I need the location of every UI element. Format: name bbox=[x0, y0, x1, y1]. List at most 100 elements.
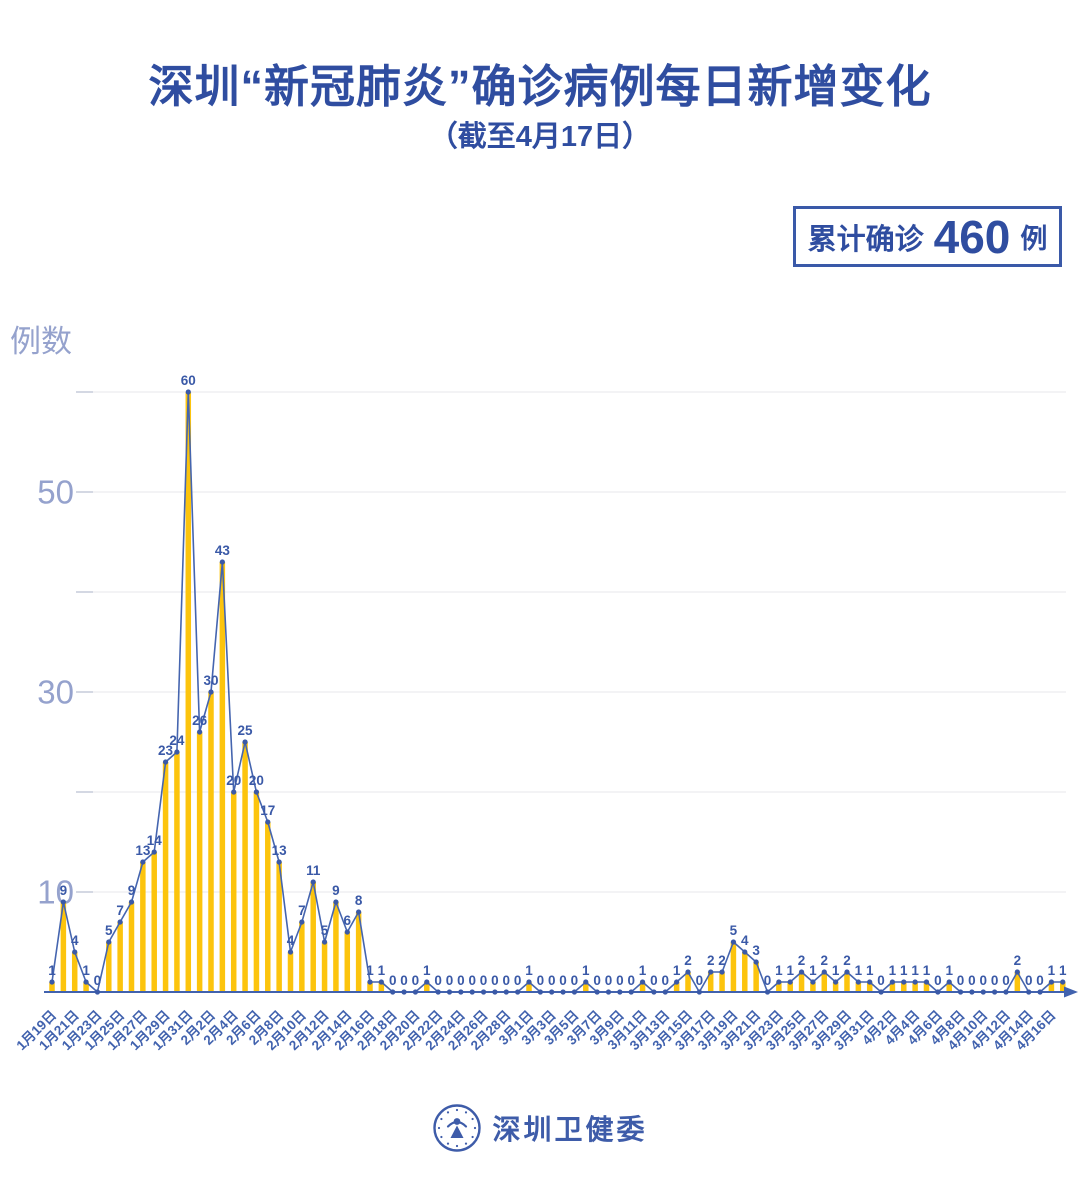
svg-text:5: 5 bbox=[105, 923, 113, 938]
svg-text:13: 13 bbox=[135, 843, 151, 858]
svg-text:1: 1 bbox=[832, 963, 840, 978]
svg-text:0: 0 bbox=[94, 973, 102, 988]
svg-text:0: 0 bbox=[662, 973, 670, 988]
svg-text:0: 0 bbox=[968, 973, 976, 988]
svg-text:0: 0 bbox=[480, 973, 488, 988]
svg-text:2: 2 bbox=[707, 953, 715, 968]
svg-text:5: 5 bbox=[321, 923, 329, 938]
svg-text:1: 1 bbox=[855, 963, 863, 978]
badge-value: 460 bbox=[933, 210, 1011, 263]
svg-text:1: 1 bbox=[48, 963, 56, 978]
y-gridlines bbox=[76, 391, 1066, 893]
org-logo-icon bbox=[433, 1104, 482, 1152]
svg-text:0: 0 bbox=[434, 973, 442, 988]
svg-text:1: 1 bbox=[423, 963, 431, 978]
svg-text:1: 1 bbox=[1048, 963, 1056, 978]
y-axis-title: 例数 bbox=[10, 324, 72, 359]
svg-text:1: 1 bbox=[945, 963, 953, 978]
svg-text:1: 1 bbox=[900, 963, 908, 978]
svg-text:1: 1 bbox=[366, 963, 374, 978]
svg-text:30: 30 bbox=[203, 673, 218, 688]
svg-text:0: 0 bbox=[514, 973, 522, 988]
svg-text:2: 2 bbox=[821, 953, 829, 968]
svg-text:0: 0 bbox=[468, 973, 476, 988]
svg-text:9: 9 bbox=[128, 883, 136, 898]
page-subtitle: （截至4月17日） bbox=[428, 121, 652, 153]
svg-text:20: 20 bbox=[249, 773, 264, 788]
svg-text:1: 1 bbox=[775, 963, 783, 978]
svg-text:5: 5 bbox=[730, 923, 738, 938]
svg-text:1: 1 bbox=[82, 963, 90, 978]
svg-text:0: 0 bbox=[627, 973, 635, 988]
svg-text:4: 4 bbox=[741, 933, 749, 948]
svg-text:1: 1 bbox=[1059, 963, 1067, 978]
svg-text:0: 0 bbox=[503, 973, 511, 988]
svg-text:26: 26 bbox=[192, 713, 208, 728]
badge-prefix: 累计确诊 bbox=[807, 223, 924, 256]
svg-text:50: 50 bbox=[37, 474, 74, 511]
svg-text:0: 0 bbox=[389, 973, 397, 988]
svg-text:2: 2 bbox=[1014, 953, 1022, 968]
svg-text:1: 1 bbox=[786, 963, 794, 978]
svg-text:0: 0 bbox=[1002, 973, 1010, 988]
svg-text:0: 0 bbox=[593, 973, 601, 988]
svg-text:0: 0 bbox=[457, 973, 465, 988]
svg-text:17: 17 bbox=[260, 803, 275, 818]
svg-text:0: 0 bbox=[412, 973, 420, 988]
svg-text:0: 0 bbox=[605, 973, 613, 988]
svg-text:0: 0 bbox=[991, 973, 999, 988]
svg-text:14: 14 bbox=[147, 833, 163, 848]
svg-text:0: 0 bbox=[650, 973, 658, 988]
svg-text:3: 3 bbox=[752, 943, 760, 958]
x-tick-labels: 1月19日1月21日1月23日1月25日1月27日1月29日1月31日2月2日2… bbox=[13, 1008, 1058, 1054]
svg-text:24: 24 bbox=[169, 733, 185, 748]
svg-text:7: 7 bbox=[298, 903, 306, 918]
svg-text:0: 0 bbox=[957, 973, 965, 988]
svg-text:43: 43 bbox=[215, 543, 231, 558]
svg-text:60: 60 bbox=[181, 373, 196, 388]
svg-text:1: 1 bbox=[525, 963, 533, 978]
y-tick-labels: 50 30 10 bbox=[37, 474, 74, 911]
svg-text:0: 0 bbox=[616, 973, 624, 988]
svg-text:0: 0 bbox=[877, 973, 885, 988]
svg-text:13: 13 bbox=[272, 843, 288, 858]
svg-text:1: 1 bbox=[889, 963, 897, 978]
svg-text:8: 8 bbox=[355, 893, 363, 908]
svg-text:9: 9 bbox=[60, 883, 68, 898]
svg-text:2: 2 bbox=[718, 953, 726, 968]
svg-text:30: 30 bbox=[37, 674, 74, 711]
svg-text:2: 2 bbox=[684, 953, 692, 968]
svg-text:0: 0 bbox=[696, 973, 704, 988]
svg-text:0: 0 bbox=[446, 973, 454, 988]
svg-text:0: 0 bbox=[400, 973, 408, 988]
svg-text:1: 1 bbox=[809, 963, 817, 978]
badge-suffix: 例 bbox=[1020, 224, 1048, 254]
svg-text:2: 2 bbox=[843, 953, 851, 968]
svg-text:11: 11 bbox=[306, 863, 321, 878]
svg-text:1: 1 bbox=[923, 963, 931, 978]
svg-text:0: 0 bbox=[571, 973, 579, 988]
bars-series bbox=[49, 392, 1066, 992]
svg-text:1: 1 bbox=[582, 963, 590, 978]
svg-text:1: 1 bbox=[866, 963, 874, 978]
svg-text:4: 4 bbox=[71, 933, 79, 948]
svg-text:0: 0 bbox=[1036, 973, 1044, 988]
footer-org-name: 深圳卫健委 bbox=[492, 1114, 648, 1145]
svg-text:25: 25 bbox=[238, 723, 254, 738]
svg-text:0: 0 bbox=[491, 973, 499, 988]
page-title: 深圳“新冠肺炎”确诊病例每日新增变化 bbox=[148, 61, 932, 112]
svg-text:23: 23 bbox=[158, 743, 174, 758]
svg-text:4: 4 bbox=[287, 933, 295, 948]
svg-text:0: 0 bbox=[548, 973, 556, 988]
value-labels: 1941057913142324602630432025201713471159… bbox=[48, 373, 1067, 988]
svg-text:6: 6 bbox=[344, 913, 352, 928]
footer: 深圳卫健委 bbox=[0, 1103, 1080, 1153]
svg-text:0: 0 bbox=[537, 973, 545, 988]
svg-text:2: 2 bbox=[798, 953, 806, 968]
svg-text:0: 0 bbox=[1025, 973, 1033, 988]
svg-text:10: 10 bbox=[37, 874, 74, 911]
svg-text:0: 0 bbox=[980, 973, 988, 988]
svg-text:20: 20 bbox=[226, 773, 241, 788]
svg-text:1: 1 bbox=[673, 963, 681, 978]
point-markers bbox=[49, 389, 1066, 995]
